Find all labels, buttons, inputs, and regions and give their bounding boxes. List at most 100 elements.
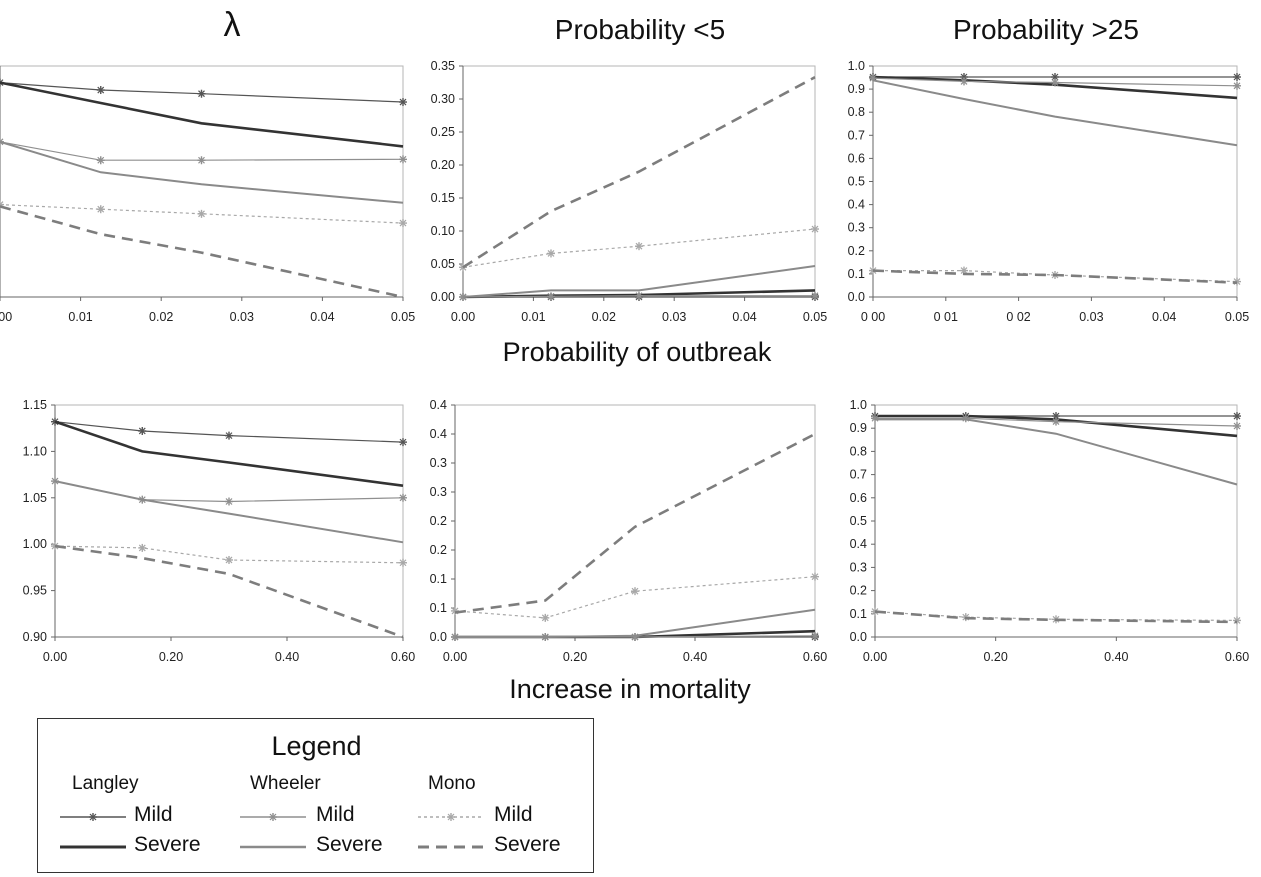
x-tick-label: 0.00 <box>863 650 887 664</box>
series-line-langley-mild <box>0 82 404 103</box>
series-line-wheeler-severe <box>872 79 1238 147</box>
y-tick-label: 0.4 <box>430 398 447 412</box>
y-tick-label: 0.6 <box>850 491 867 505</box>
series-line-langley-severe <box>54 420 404 487</box>
legend-swatch-marker <box>89 813 97 821</box>
y-tick-label: 0.3 <box>850 560 867 574</box>
y-tick-label: 0.3 <box>848 221 865 235</box>
y-tick-label: 0.2 <box>850 584 867 598</box>
data-point-mono-mild <box>399 219 407 228</box>
x-tick-label: 0 02 <box>1006 310 1030 324</box>
data-point-mono-mild <box>635 242 643 251</box>
x-tick-label: 0.40 <box>275 650 299 664</box>
y-tick-label: 0.4 <box>848 198 865 212</box>
y-tick-label: 0.2 <box>430 514 447 528</box>
y-tick-label: 0.3 <box>430 456 447 470</box>
data-point-mono-mild <box>811 572 819 581</box>
y-tick-label: 0.8 <box>850 444 867 458</box>
series-line-wheeler-mild <box>875 417 1238 427</box>
y-tick-label: 0.2 <box>430 543 447 557</box>
legend-swatch-marker <box>269 813 277 821</box>
x-tick-label: 0.60 <box>1225 650 1249 664</box>
y-tick-label: 0.0 <box>430 630 447 644</box>
data-point-mono-mild <box>96 205 105 214</box>
data-point-mono-mild <box>547 249 555 258</box>
x-tick-label: 0.20 <box>159 650 183 664</box>
x-tick-label: 0.60 <box>803 650 827 664</box>
legend-swatch-marker <box>447 813 455 821</box>
legend-swatch-wheeler-mild <box>240 813 306 821</box>
data-point-wheeler-mild <box>960 77 968 86</box>
x-tick-label: 0.20 <box>563 650 587 664</box>
data-point-wheeler-mild <box>399 155 407 164</box>
data-point-wheeler-mild <box>547 292 555 301</box>
y-tick-label: 0.8 <box>848 105 865 119</box>
legend-swatch-mono-mild <box>418 813 484 821</box>
y-tick-label: 0.1 <box>850 607 867 621</box>
x-axis-label-mortality: Increase in mortality <box>509 674 751 704</box>
legend-title: Legend <box>271 731 362 761</box>
data-point-wheeler-mild <box>811 291 819 300</box>
data-point-mono-mild <box>138 543 147 552</box>
data-point-wheeler-mild <box>1051 78 1059 87</box>
data-point-wheeler-mild <box>1233 421 1241 430</box>
series-line-wheeler-mild <box>462 295 815 298</box>
y-tick-label: 0.5 <box>850 514 867 528</box>
data-point-langley-mild <box>399 438 407 447</box>
column-title-lambda: λ <box>223 6 241 44</box>
x-tick-label: 0.20 <box>983 650 1007 664</box>
data-point-wheeler-mild <box>1233 81 1241 90</box>
legend-item-langley-mild: Mild <box>134 803 173 826</box>
data-point-wheeler-mild <box>96 156 105 165</box>
x-tick-label: 0.03 <box>230 310 254 324</box>
x-tick-label: 0.05 <box>803 310 827 324</box>
series-line-mono-mild <box>0 204 404 224</box>
data-point-mono-mild <box>399 558 407 567</box>
x-tick-label: 0.04 <box>310 310 334 324</box>
x-tick-label: 0.00 <box>451 310 475 324</box>
y-tick-label: 0.7 <box>848 128 865 142</box>
x-tick-label: 0.01 <box>68 310 92 324</box>
x-tick-label: 0.40 <box>683 650 707 664</box>
series-line-mono-severe <box>874 610 1238 624</box>
series-line-mono-severe <box>462 76 816 269</box>
data-point-langley-mild <box>96 86 105 95</box>
data-point-mono-mild <box>451 606 459 615</box>
data-point-wheeler-mild <box>961 414 970 423</box>
legend-swatch-wheeler-severe <box>240 845 306 849</box>
legend-group-mono: Mono <box>428 773 476 794</box>
series-line-langley-severe <box>875 414 1238 438</box>
data-point-langley-mild <box>399 98 407 107</box>
x-tick-label: 0.03 <box>1079 310 1103 324</box>
x-tick-label: 0.04 <box>1152 310 1176 324</box>
y-tick-label: 0.1 <box>430 572 447 586</box>
y-tick-label: 1.0 <box>850 398 867 412</box>
y-tick-label: 0.05 <box>431 257 455 271</box>
legend-item-mono-mild: Mild <box>494 803 533 826</box>
x-tick-label: 0.05 <box>391 310 415 324</box>
y-tick-label: 0.20 <box>431 158 455 172</box>
x-tick-label: 0.00 <box>0 310 12 324</box>
legend-item-wheeler-severe: Severe <box>316 833 383 856</box>
y-tick-label: 1.15 <box>23 398 47 412</box>
data-point-mono-mild <box>631 587 639 596</box>
y-tick-label: 0.25 <box>431 125 455 139</box>
data-point-mono-mild <box>541 613 550 622</box>
data-point-wheeler-mild <box>225 497 233 506</box>
data-point-wheeler-mild <box>811 631 819 640</box>
y-tick-label: 0.7 <box>850 468 867 482</box>
series-line-mono-severe <box>54 544 404 639</box>
y-tick-label: 0.4 <box>850 537 867 551</box>
data-point-mono-mild <box>871 607 879 616</box>
data-point-mono-mild <box>197 209 206 218</box>
legend: Legend Langley Wheeler Mono Mild Severe … <box>37 718 594 873</box>
y-tick-label: 0.35 <box>431 59 455 73</box>
series-line-wheeler-severe <box>54 480 404 544</box>
y-tick-label: 0.6 <box>848 151 865 165</box>
